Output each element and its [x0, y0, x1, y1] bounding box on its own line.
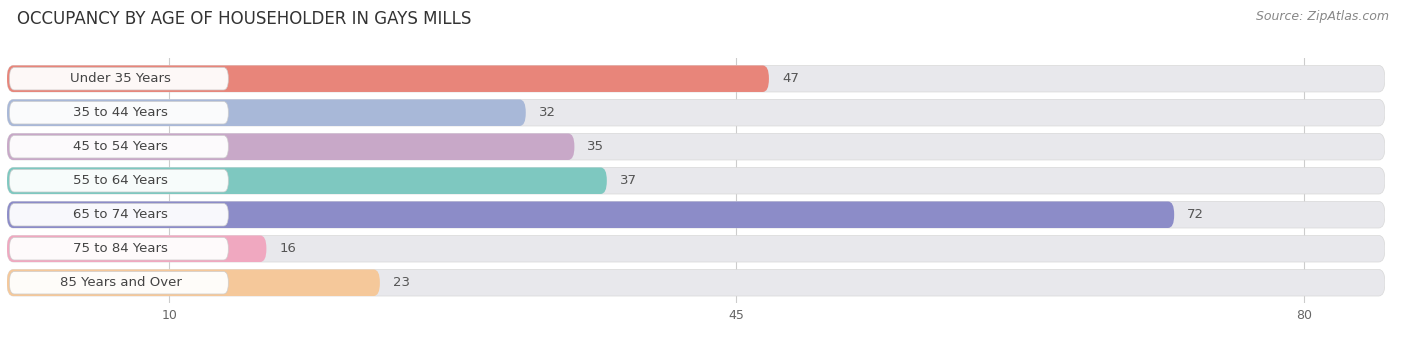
Text: Source: ZipAtlas.com: Source: ZipAtlas.com	[1256, 10, 1389, 23]
FancyBboxPatch shape	[7, 167, 1385, 194]
FancyBboxPatch shape	[7, 167, 607, 194]
Text: 72: 72	[1187, 208, 1204, 221]
Text: 85 Years and Over: 85 Years and Over	[59, 276, 181, 289]
FancyBboxPatch shape	[7, 269, 380, 296]
Text: 65 to 74 Years: 65 to 74 Years	[73, 208, 167, 221]
FancyBboxPatch shape	[7, 269, 1385, 296]
FancyBboxPatch shape	[10, 169, 228, 192]
FancyBboxPatch shape	[7, 236, 266, 262]
FancyBboxPatch shape	[7, 100, 526, 126]
FancyBboxPatch shape	[7, 133, 1385, 160]
Text: 75 to 84 Years: 75 to 84 Years	[73, 242, 167, 255]
Text: 47: 47	[782, 72, 799, 85]
FancyBboxPatch shape	[7, 65, 1385, 92]
FancyBboxPatch shape	[7, 202, 1385, 228]
Text: 35: 35	[588, 140, 605, 153]
FancyBboxPatch shape	[7, 100, 1385, 126]
Text: 23: 23	[392, 276, 409, 289]
FancyBboxPatch shape	[7, 133, 575, 160]
FancyBboxPatch shape	[10, 204, 228, 226]
FancyBboxPatch shape	[10, 271, 228, 294]
FancyBboxPatch shape	[7, 202, 1174, 228]
FancyBboxPatch shape	[10, 135, 228, 158]
Text: 32: 32	[538, 106, 555, 119]
Text: 45 to 54 Years: 45 to 54 Years	[73, 140, 167, 153]
Text: OCCUPANCY BY AGE OF HOUSEHOLDER IN GAYS MILLS: OCCUPANCY BY AGE OF HOUSEHOLDER IN GAYS …	[17, 10, 471, 28]
Text: 37: 37	[620, 174, 637, 187]
FancyBboxPatch shape	[7, 65, 769, 92]
Text: 35 to 44 Years: 35 to 44 Years	[73, 106, 167, 119]
FancyBboxPatch shape	[10, 68, 228, 90]
Text: 16: 16	[280, 242, 297, 255]
FancyBboxPatch shape	[10, 238, 228, 260]
FancyBboxPatch shape	[7, 236, 1385, 262]
Text: 55 to 64 Years: 55 to 64 Years	[73, 174, 167, 187]
FancyBboxPatch shape	[10, 102, 228, 124]
Text: Under 35 Years: Under 35 Years	[70, 72, 172, 85]
